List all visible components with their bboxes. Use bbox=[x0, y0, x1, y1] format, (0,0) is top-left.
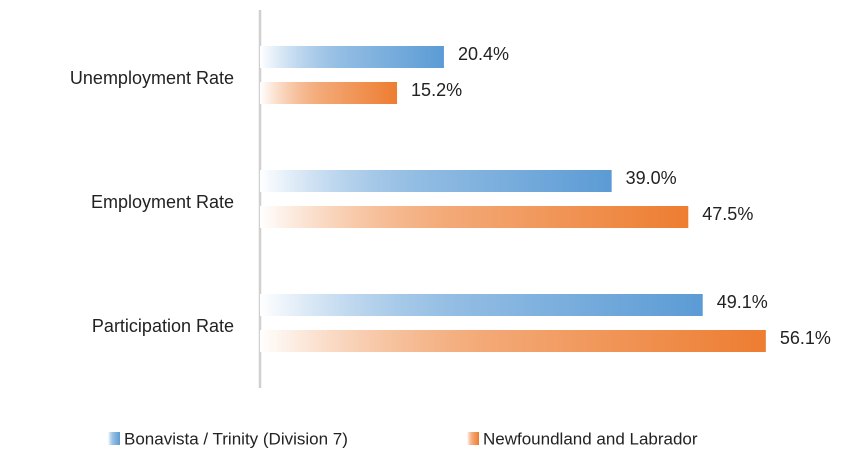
bar bbox=[260, 170, 612, 192]
bar bbox=[260, 330, 766, 352]
legend-label: Bonavista / Trinity (Division 7) bbox=[124, 429, 348, 448]
value-label: 20.4% bbox=[458, 44, 509, 64]
bar bbox=[260, 206, 689, 228]
bar bbox=[260, 46, 444, 68]
legend-swatch bbox=[467, 432, 479, 445]
category-label: Participation Rate bbox=[92, 316, 234, 336]
value-label: 39.0% bbox=[626, 168, 677, 188]
category-label: Employment Rate bbox=[91, 192, 234, 212]
bar bbox=[260, 294, 703, 316]
value-label: 56.1% bbox=[780, 328, 831, 348]
bar bbox=[260, 82, 398, 104]
legend-swatch bbox=[108, 432, 120, 445]
value-label: 15.2% bbox=[411, 80, 462, 100]
category-label: Unemployment Rate bbox=[70, 68, 234, 88]
value-label: 47.5% bbox=[702, 204, 753, 224]
value-label: 49.1% bbox=[717, 292, 768, 312]
legend-label: Newfoundland and Labrador bbox=[483, 429, 698, 448]
